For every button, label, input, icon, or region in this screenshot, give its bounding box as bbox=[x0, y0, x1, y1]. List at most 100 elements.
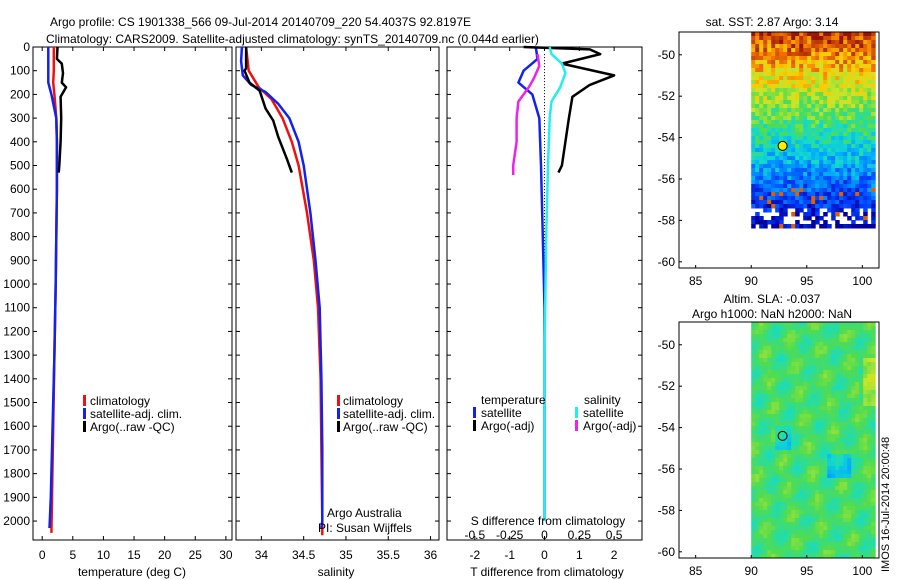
heatmap-cell bbox=[779, 446, 784, 451]
heatmap-cell bbox=[771, 56, 776, 61]
heatmap-cell bbox=[843, 124, 848, 129]
heatmap-cell bbox=[855, 526, 860, 531]
heatmap-cell bbox=[751, 382, 756, 387]
heatmap-cell bbox=[819, 96, 824, 101]
heatmap-cell bbox=[851, 374, 856, 379]
heatmap-cell bbox=[807, 84, 812, 89]
heatmap-cell bbox=[855, 32, 860, 37]
heatmap-cell bbox=[839, 208, 844, 213]
heatmap-cell bbox=[795, 434, 800, 439]
heatmap-cell bbox=[823, 132, 828, 137]
heatmap-cell bbox=[843, 494, 848, 499]
heatmap-cell bbox=[807, 346, 812, 351]
heatmap-cell bbox=[795, 462, 800, 467]
heatmap-cell bbox=[807, 498, 812, 503]
heatmap-cell bbox=[815, 92, 820, 97]
heatmap-cell bbox=[751, 180, 756, 185]
heatmap-cell bbox=[827, 204, 832, 209]
heatmap-cell bbox=[859, 334, 864, 339]
heatmap-cell bbox=[847, 188, 852, 193]
heatmap-cell bbox=[791, 112, 796, 117]
heatmap-cell bbox=[863, 442, 868, 447]
heatmap-cell bbox=[811, 450, 816, 455]
heatmap-cell bbox=[751, 478, 756, 483]
heatmap-cell bbox=[811, 554, 816, 559]
heatmap-cell bbox=[771, 152, 776, 157]
heatmap-cell bbox=[763, 514, 768, 519]
temperature-x-axis: 0 5 10 15 20 25 30 bbox=[39, 47, 233, 562]
heatmap-cell bbox=[799, 454, 804, 459]
heatmap-cell bbox=[779, 326, 784, 331]
heatmap-cell bbox=[763, 510, 768, 515]
heatmap-cell bbox=[867, 52, 872, 57]
heatmap-cell bbox=[799, 334, 804, 339]
heatmap-cell bbox=[763, 68, 768, 73]
heatmap-cell bbox=[751, 498, 756, 503]
heatmap-cell bbox=[771, 474, 776, 479]
heatmap-cell bbox=[763, 498, 768, 503]
heatmap-cell bbox=[851, 108, 856, 113]
heatmap-cell bbox=[751, 430, 756, 435]
heatmap-cell bbox=[867, 482, 872, 487]
heatmap-cell bbox=[831, 418, 836, 423]
heatmap-cell bbox=[787, 152, 792, 157]
heatmap-cell bbox=[771, 478, 776, 483]
heatmap-cell bbox=[823, 192, 828, 197]
heatmap-cell bbox=[847, 366, 852, 371]
heatmap-cell bbox=[819, 538, 824, 543]
heatmap-cell bbox=[827, 454, 832, 459]
heatmap-cell bbox=[807, 458, 812, 463]
heatmap-cell bbox=[759, 342, 764, 347]
heatmap-cell bbox=[811, 208, 816, 213]
heatmap-cell bbox=[831, 136, 836, 141]
heatmap-cell bbox=[847, 402, 852, 407]
heatmap-cell bbox=[771, 546, 776, 551]
y-tick-label: 100 bbox=[10, 64, 30, 78]
heatmap-cell bbox=[783, 358, 788, 363]
heatmap-cell bbox=[819, 534, 824, 539]
x-tick-label: 34 bbox=[255, 548, 269, 562]
heatmap-cell bbox=[771, 156, 776, 161]
heatmap-cell bbox=[759, 100, 764, 105]
heatmap-cell bbox=[795, 430, 800, 435]
heatmap-cell bbox=[867, 410, 872, 415]
heatmap-cell bbox=[787, 346, 792, 351]
x-tick-label: -2 bbox=[470, 548, 481, 562]
heatmap-cell bbox=[763, 52, 768, 57]
heatmap-cell bbox=[831, 40, 836, 45]
heatmap-cell bbox=[847, 112, 852, 117]
heatmap-cell bbox=[843, 196, 848, 201]
heatmap-cell bbox=[811, 92, 816, 97]
heatmap-cell bbox=[811, 164, 816, 169]
heatmap-cell bbox=[815, 534, 820, 539]
heatmap-cell bbox=[859, 322, 864, 327]
heatmap-cell bbox=[815, 498, 820, 503]
heatmap-cell bbox=[831, 48, 836, 53]
heatmap-cell bbox=[847, 116, 852, 121]
heatmap-cell bbox=[751, 346, 756, 351]
heatmap-cell bbox=[779, 56, 784, 61]
heatmap-cell bbox=[811, 168, 816, 173]
heatmap-cell bbox=[851, 358, 856, 363]
heatmap-cell bbox=[795, 442, 800, 447]
heatmap-cell bbox=[779, 334, 784, 339]
heatmap-cell bbox=[855, 370, 860, 375]
heatmap-cell bbox=[839, 224, 844, 229]
heatmap-cell bbox=[803, 204, 808, 209]
heatmap-cell bbox=[851, 36, 856, 41]
heatmap-cell bbox=[795, 334, 800, 339]
heatmap-cell bbox=[763, 176, 768, 181]
heatmap-cell bbox=[783, 80, 788, 85]
heatmap-cell bbox=[787, 502, 792, 507]
heatmap-cell bbox=[755, 44, 760, 49]
heatmap-cell bbox=[787, 184, 792, 189]
heatmap-cell bbox=[767, 474, 772, 479]
y-tick-label: 500 bbox=[10, 159, 30, 173]
heatmap-cell bbox=[767, 370, 772, 375]
heatmap-cell bbox=[835, 184, 840, 189]
heatmap-cell bbox=[759, 350, 764, 355]
heatmap-cell bbox=[835, 32, 840, 37]
map-y-tick-label: -60 bbox=[658, 545, 676, 559]
heatmap-cell bbox=[755, 342, 760, 347]
heatmap-cell bbox=[831, 192, 836, 197]
